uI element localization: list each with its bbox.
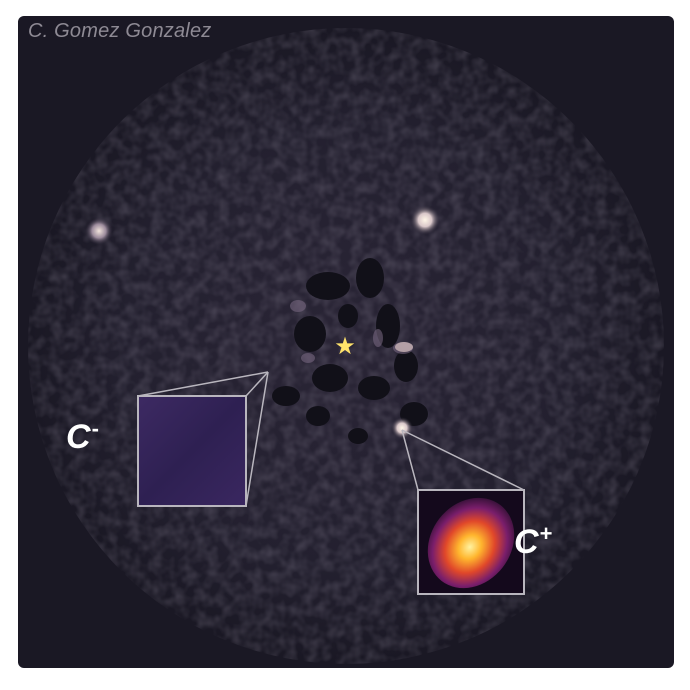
inset-plus-letter: C [514,523,539,562]
inset-plus-sign: + [539,521,553,546]
inset-plus-psf [427,497,515,589]
central-residuals [272,258,428,444]
planet-source [391,417,413,439]
inset-minus-sign: - [91,416,99,441]
inset-plus-label: C+ [514,521,553,562]
source-upper-left [85,217,113,245]
image-frame: ★ C. Gomez Gonzalez [18,16,674,668]
residual-blob [395,342,413,352]
inset-minus-letter: C [66,418,91,457]
inset-minus-label: C- [66,416,99,457]
inset-minus-image [137,395,247,507]
source-upper-right [410,205,440,235]
inset-minus-callout [137,371,269,507]
star-marker: ★ [334,332,356,360]
image-credit: C. Gomez Gonzalez [28,20,212,42]
telescope-image: ★ [28,28,664,664]
inset-plus-callout [401,429,525,491]
